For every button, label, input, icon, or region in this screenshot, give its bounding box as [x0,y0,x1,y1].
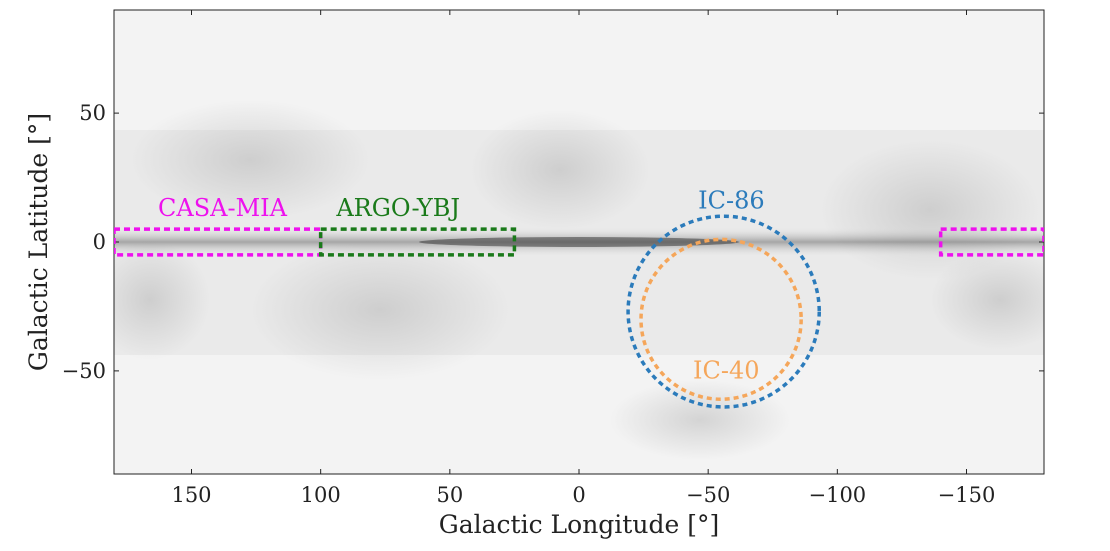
survey-regions [114,214,1044,409]
x-axis-title: Galactic Longitude [°] [439,510,719,539]
x-tick-label: 0 [572,483,585,507]
y-tick-label: 0 [93,230,106,254]
y-tick-label: −50 [62,359,106,383]
x-tick-label: 150 [171,483,211,507]
casa-mia-label: CASA-MIA [158,194,288,222]
y-axis-ticks: 50 0 −50 [62,101,1044,383]
x-axis-ticks: 150 100 50 0 −50 −100 −150 [171,10,995,507]
x-tick-label: −50 [686,483,730,507]
x-tick-label: 50 [436,483,463,507]
ic-86-region-circle [626,214,822,409]
y-axis-title: Galactic Latitude [°] [24,113,53,371]
argo-ybj-label: ARGO-YBJ [335,194,460,222]
x-tick-label: −150 [938,483,996,507]
ic-40-region-circle [639,237,803,401]
x-tick-label: 100 [301,483,341,507]
sky-background [114,10,1044,474]
casa-mia-region-box [114,227,323,257]
ic-40-label: IC-40 [693,357,760,385]
survey-region-labels: CASA-MIA ARGO-YBJ IC-86 IC-40 [158,186,765,384]
x-tick-label: −100 [808,483,866,507]
y-tick-label: 50 [79,101,106,125]
casa-mia-region-box [938,227,1044,257]
ic-86-label: IC-86 [698,186,765,214]
